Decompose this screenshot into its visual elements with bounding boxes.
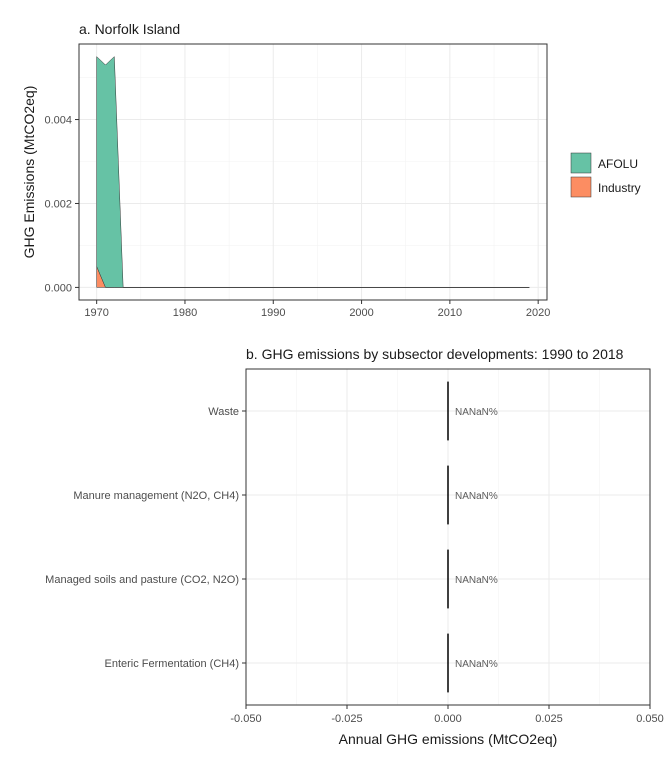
panel-a-areas <box>96 56 530 288</box>
panel-b-y-ticks: Waste Manure management (N2O, CH4) Managed… <box>45 406 246 670</box>
bar <box>447 549 449 609</box>
panel-a-border <box>78 43 548 301</box>
panel-a-y-tick-label: 0.000 <box>44 282 72 294</box>
panel-a-gridlines <box>79 44 547 300</box>
panel-a-y-ticks: 0.000 0.002 0.004 <box>44 115 79 294</box>
panel-b-x-tick-label: -0.050 <box>230 713 261 725</box>
bar <box>447 633 449 693</box>
panel-b-x-tick-label: -0.025 <box>331 713 362 725</box>
legend-label-industry: Industry <box>598 181 641 195</box>
panel-b-data-labels: NANaN% NANaN% NANaN% NANaN% <box>455 407 498 670</box>
panel-b-category-label: Enteric Fermentation (CH4) <box>105 658 240 670</box>
panel-b-category-label: Waste <box>208 406 239 418</box>
panel-a-x-tick-label: 2010 <box>438 307 462 319</box>
legend-swatch-industry <box>570 176 592 198</box>
panel-a-title: a. Norfolk Island <box>79 21 180 37</box>
bar-data-label: NANaN% <box>455 491 498 502</box>
panel-a: a. Norfolk Island 1970 1980 1990 2000 2010 20… <box>21 21 641 319</box>
area-industry <box>96 266 530 288</box>
panel-a-x-tick-label: 1970 <box>84 307 108 319</box>
panel-b-bars <box>447 381 449 693</box>
panel-a-y-tick-label: 0.002 <box>44 198 72 210</box>
panel-a-x-tick-label: 1990 <box>261 307 285 319</box>
bar <box>447 465 449 525</box>
panel-b-title: b. GHG emissions by subsector developmen… <box>246 346 624 362</box>
panel-b-x-axis-title: Annual GHG emissions (MtCO2eq) <box>339 731 558 747</box>
panel-b-category-label: Managed soils and pasture (CO2, N2O) <box>45 574 239 586</box>
panel-a-x-tick-label: 2000 <box>349 307 373 319</box>
panel-a-x-tick-label: 2020 <box>526 307 550 319</box>
panel-b-x-tick-label: 0.000 <box>434 713 462 725</box>
legend-swatch-afolu <box>570 152 592 174</box>
panel-a-x-ticks: 1970 1980 1990 2000 2010 2020 <box>84 300 550 319</box>
panel-a-x-tick-label: 1980 <box>173 307 197 319</box>
bar-data-label: NANaN% <box>455 659 498 670</box>
panel-b-x-ticks: -0.050 -0.025 0.000 0.025 0.050 <box>230 705 664 725</box>
panel-b-x-tick-label: 0.025 <box>535 713 563 725</box>
bar <box>447 381 449 441</box>
panel-b-x-tick-label: 0.050 <box>636 713 664 725</box>
panel-a-y-tick-label: 0.004 <box>44 115 72 127</box>
panel-a-y-axis-title: GHG Emissions (MtCO2eq) <box>21 86 37 259</box>
panel-b: b. GHG emissions by subsector developmen… <box>45 346 664 747</box>
panel-b-category-label: Manure management (N2O, CH4) <box>73 490 239 502</box>
area-afolu <box>96 56 530 288</box>
legend: AFOLU Industry <box>570 152 641 198</box>
legend-label-afolu: AFOLU <box>598 157 638 171</box>
bar-data-label: NANaN% <box>455 575 498 586</box>
bar-data-label: NANaN% <box>455 407 498 418</box>
